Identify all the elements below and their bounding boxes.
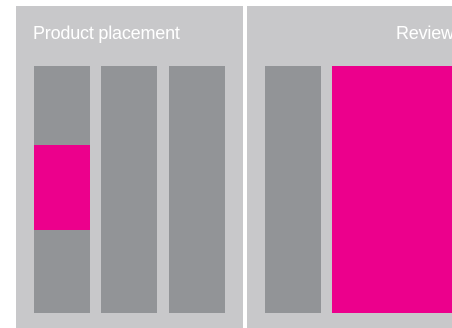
product-placement-title: Product placement	[33, 23, 180, 43]
placement-column-2	[101, 66, 157, 313]
review-highlight-block	[332, 66, 452, 313]
review-panel: Review	[247, 6, 452, 328]
review-column-1	[265, 66, 321, 313]
product-placement-panel: Product placement	[16, 6, 243, 328]
placement-highlight-block	[34, 145, 90, 230]
review-title: Review	[396, 23, 452, 43]
placement-column-3	[169, 66, 225, 313]
